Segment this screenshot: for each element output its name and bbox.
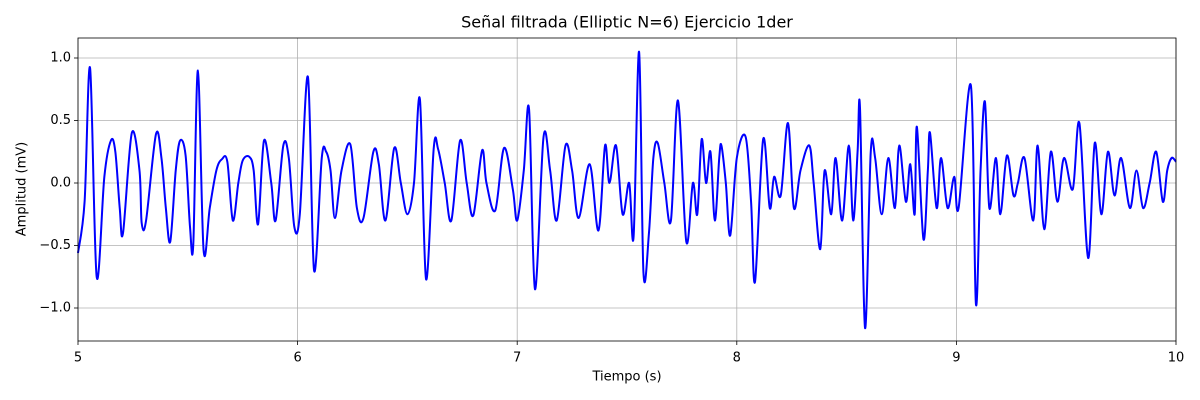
y-tick-label: 1.0 [50,51,71,66]
y-tick-label: 0.5 [50,113,71,128]
x-tick-label: 9 [952,351,960,366]
chart-title: Señal filtrada (Elliptic N=6) Ejercicio … [461,13,793,32]
x-tick-label: 8 [733,351,741,366]
y-tick-label: −1.0 [39,301,71,316]
x-tick-label: 10 [1168,351,1185,366]
y-tick-label: −0.5 [39,238,71,253]
signal-line [77,50,1177,330]
y-tick-label: 0.0 [50,176,71,191]
y-axis-label: Amplitud (mV) [15,142,30,236]
x-axis-label: Tiempo (s) [591,370,661,385]
x-tick-label: 6 [293,351,301,366]
x-tick-label: 5 [74,351,82,366]
plot-frame [77,37,1177,342]
x-tick-label: 7 [513,351,521,366]
